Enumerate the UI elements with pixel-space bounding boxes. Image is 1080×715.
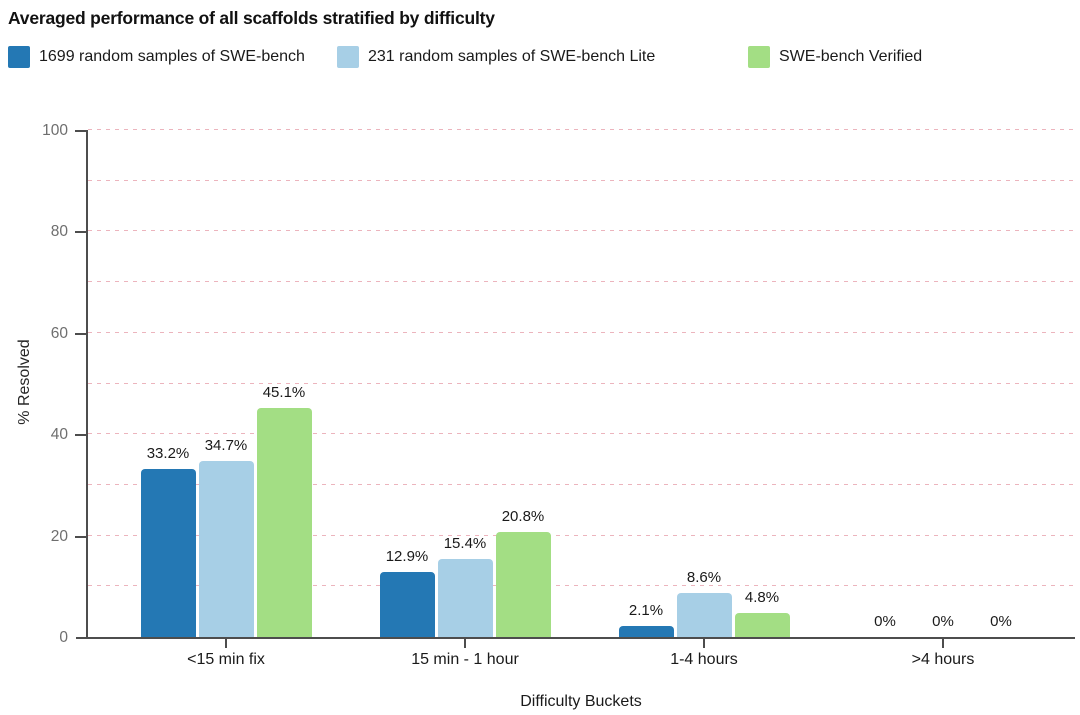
y-tick (75, 130, 86, 132)
bar (734, 612, 790, 637)
y-tick (75, 332, 86, 335)
x-category-label: 1-4 hours (670, 651, 738, 668)
legend-item: 1699 random samples of SWE-bench (8, 46, 305, 68)
y-tick-label: 60 (50, 324, 68, 342)
y-tick-label: 20 (50, 527, 68, 545)
bar-value-label: 33.2% (146, 444, 190, 462)
gridline (88, 331, 1075, 333)
bar (140, 468, 196, 637)
y-tick-label: 0 (59, 629, 68, 646)
bar-value-label: 0% (874, 613, 896, 630)
chart-title: Averaged performance of all scaffolds st… (8, 8, 495, 28)
x-tick (225, 639, 227, 648)
bar-value-label: 12.9% (385, 547, 429, 565)
bar-value-label: 0% (990, 613, 1012, 630)
legend-swatch (337, 46, 359, 68)
legend-swatch (8, 46, 30, 68)
gridline (88, 179, 1075, 181)
gridline (88, 129, 1075, 130)
y-tick (75, 434, 86, 437)
bar (618, 626, 674, 637)
bar (676, 593, 732, 637)
x-tick (464, 639, 466, 648)
gridline (88, 585, 1075, 587)
bar-value-label: 45.1% (262, 384, 306, 402)
y-tick-label: 80 (50, 223, 68, 241)
bar-value-label: 4.8% (744, 588, 780, 606)
x-axis-line (76, 637, 1075, 639)
legend-swatch (748, 46, 770, 68)
y-tick (75, 231, 86, 234)
x-tick (942, 639, 944, 648)
x-category-label: 15 min - 1 hour (411, 651, 519, 668)
bar-value-label: 8.6% (686, 569, 722, 587)
legend-item: SWE-bench Verified (748, 46, 922, 68)
y-tick-label: 100 (42, 122, 68, 139)
bar (437, 558, 493, 637)
bar (495, 531, 551, 637)
y-tick (75, 535, 86, 538)
bar-value-label: 34.7% (204, 437, 248, 455)
bar (379, 571, 435, 637)
gridline (88, 534, 1075, 536)
legend-item: 231 random samples of SWE-bench Lite (337, 46, 655, 68)
gridline (88, 230, 1075, 232)
bar-value-label: 2.1% (628, 602, 664, 620)
y-tick-label: 40 (50, 426, 68, 444)
gridline (88, 483, 1075, 485)
x-axis-title: Difficulty Buckets (520, 693, 642, 710)
x-tick (703, 639, 705, 648)
legend: 1699 random samples of SWE-bench 231 rand… (0, 46, 1080, 72)
y-axis-line (86, 130, 88, 637)
x-category-label: >4 hours (911, 651, 975, 668)
legend-label: 1699 random samples of SWE-bench (39, 48, 305, 65)
gridline (88, 281, 1075, 283)
gridline (88, 382, 1075, 384)
bar-value-label: 20.8% (501, 507, 545, 525)
bar (198, 461, 254, 637)
legend-label: SWE-bench Verified (779, 48, 923, 65)
y-axis-title: % Resolved (16, 339, 33, 425)
bar-value-label: 0% (932, 613, 954, 630)
x-category-label: <15 min fix (187, 651, 265, 668)
legend-label: 231 random samples of SWE-bench Lite (368, 48, 656, 65)
gridline (88, 433, 1075, 435)
bar (256, 408, 312, 637)
bar-value-label: 15.4% (443, 534, 487, 552)
